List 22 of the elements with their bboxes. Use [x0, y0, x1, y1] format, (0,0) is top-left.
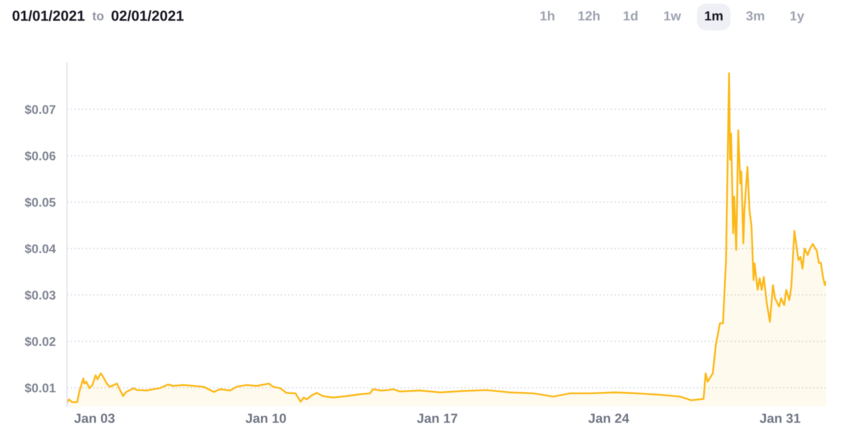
- y-tick-label: $0.06: [24, 150, 56, 162]
- y-tick-label: $0.07: [24, 104, 56, 115]
- text: 1h: [540, 10, 554, 20]
- text: 02/01/2021: [112, 10, 184, 22]
- text: 1m: [705, 11, 723, 20]
- text: 1w: [664, 11, 682, 20]
- text: 3m: [746, 11, 764, 21]
- x-tick-label: Jan 03: [74, 414, 115, 423]
- y-tick-label: $0.05: [24, 197, 56, 208]
- x-tick-label: Jan 24: [588, 414, 630, 423]
- x-tick-label: Jan 10: [246, 414, 286, 423]
- x-tick-label: Jan 17: [416, 414, 458, 423]
- text: 1d: [624, 10, 638, 21]
- text: 1y: [790, 11, 804, 24]
- text: 12h: [578, 10, 600, 20]
- y-tick-label: $0.03: [24, 290, 56, 300]
- x-tick-label: Jan 31: [760, 414, 800, 423]
- text: 01/01/2021: [12, 10, 85, 22]
- y-tick-label: $0.04: [24, 244, 56, 254]
- y-tick-label: $0.01: [24, 382, 56, 394]
- y-tick-label: $0.02: [24, 336, 56, 347]
- text: to: [92, 12, 104, 20]
